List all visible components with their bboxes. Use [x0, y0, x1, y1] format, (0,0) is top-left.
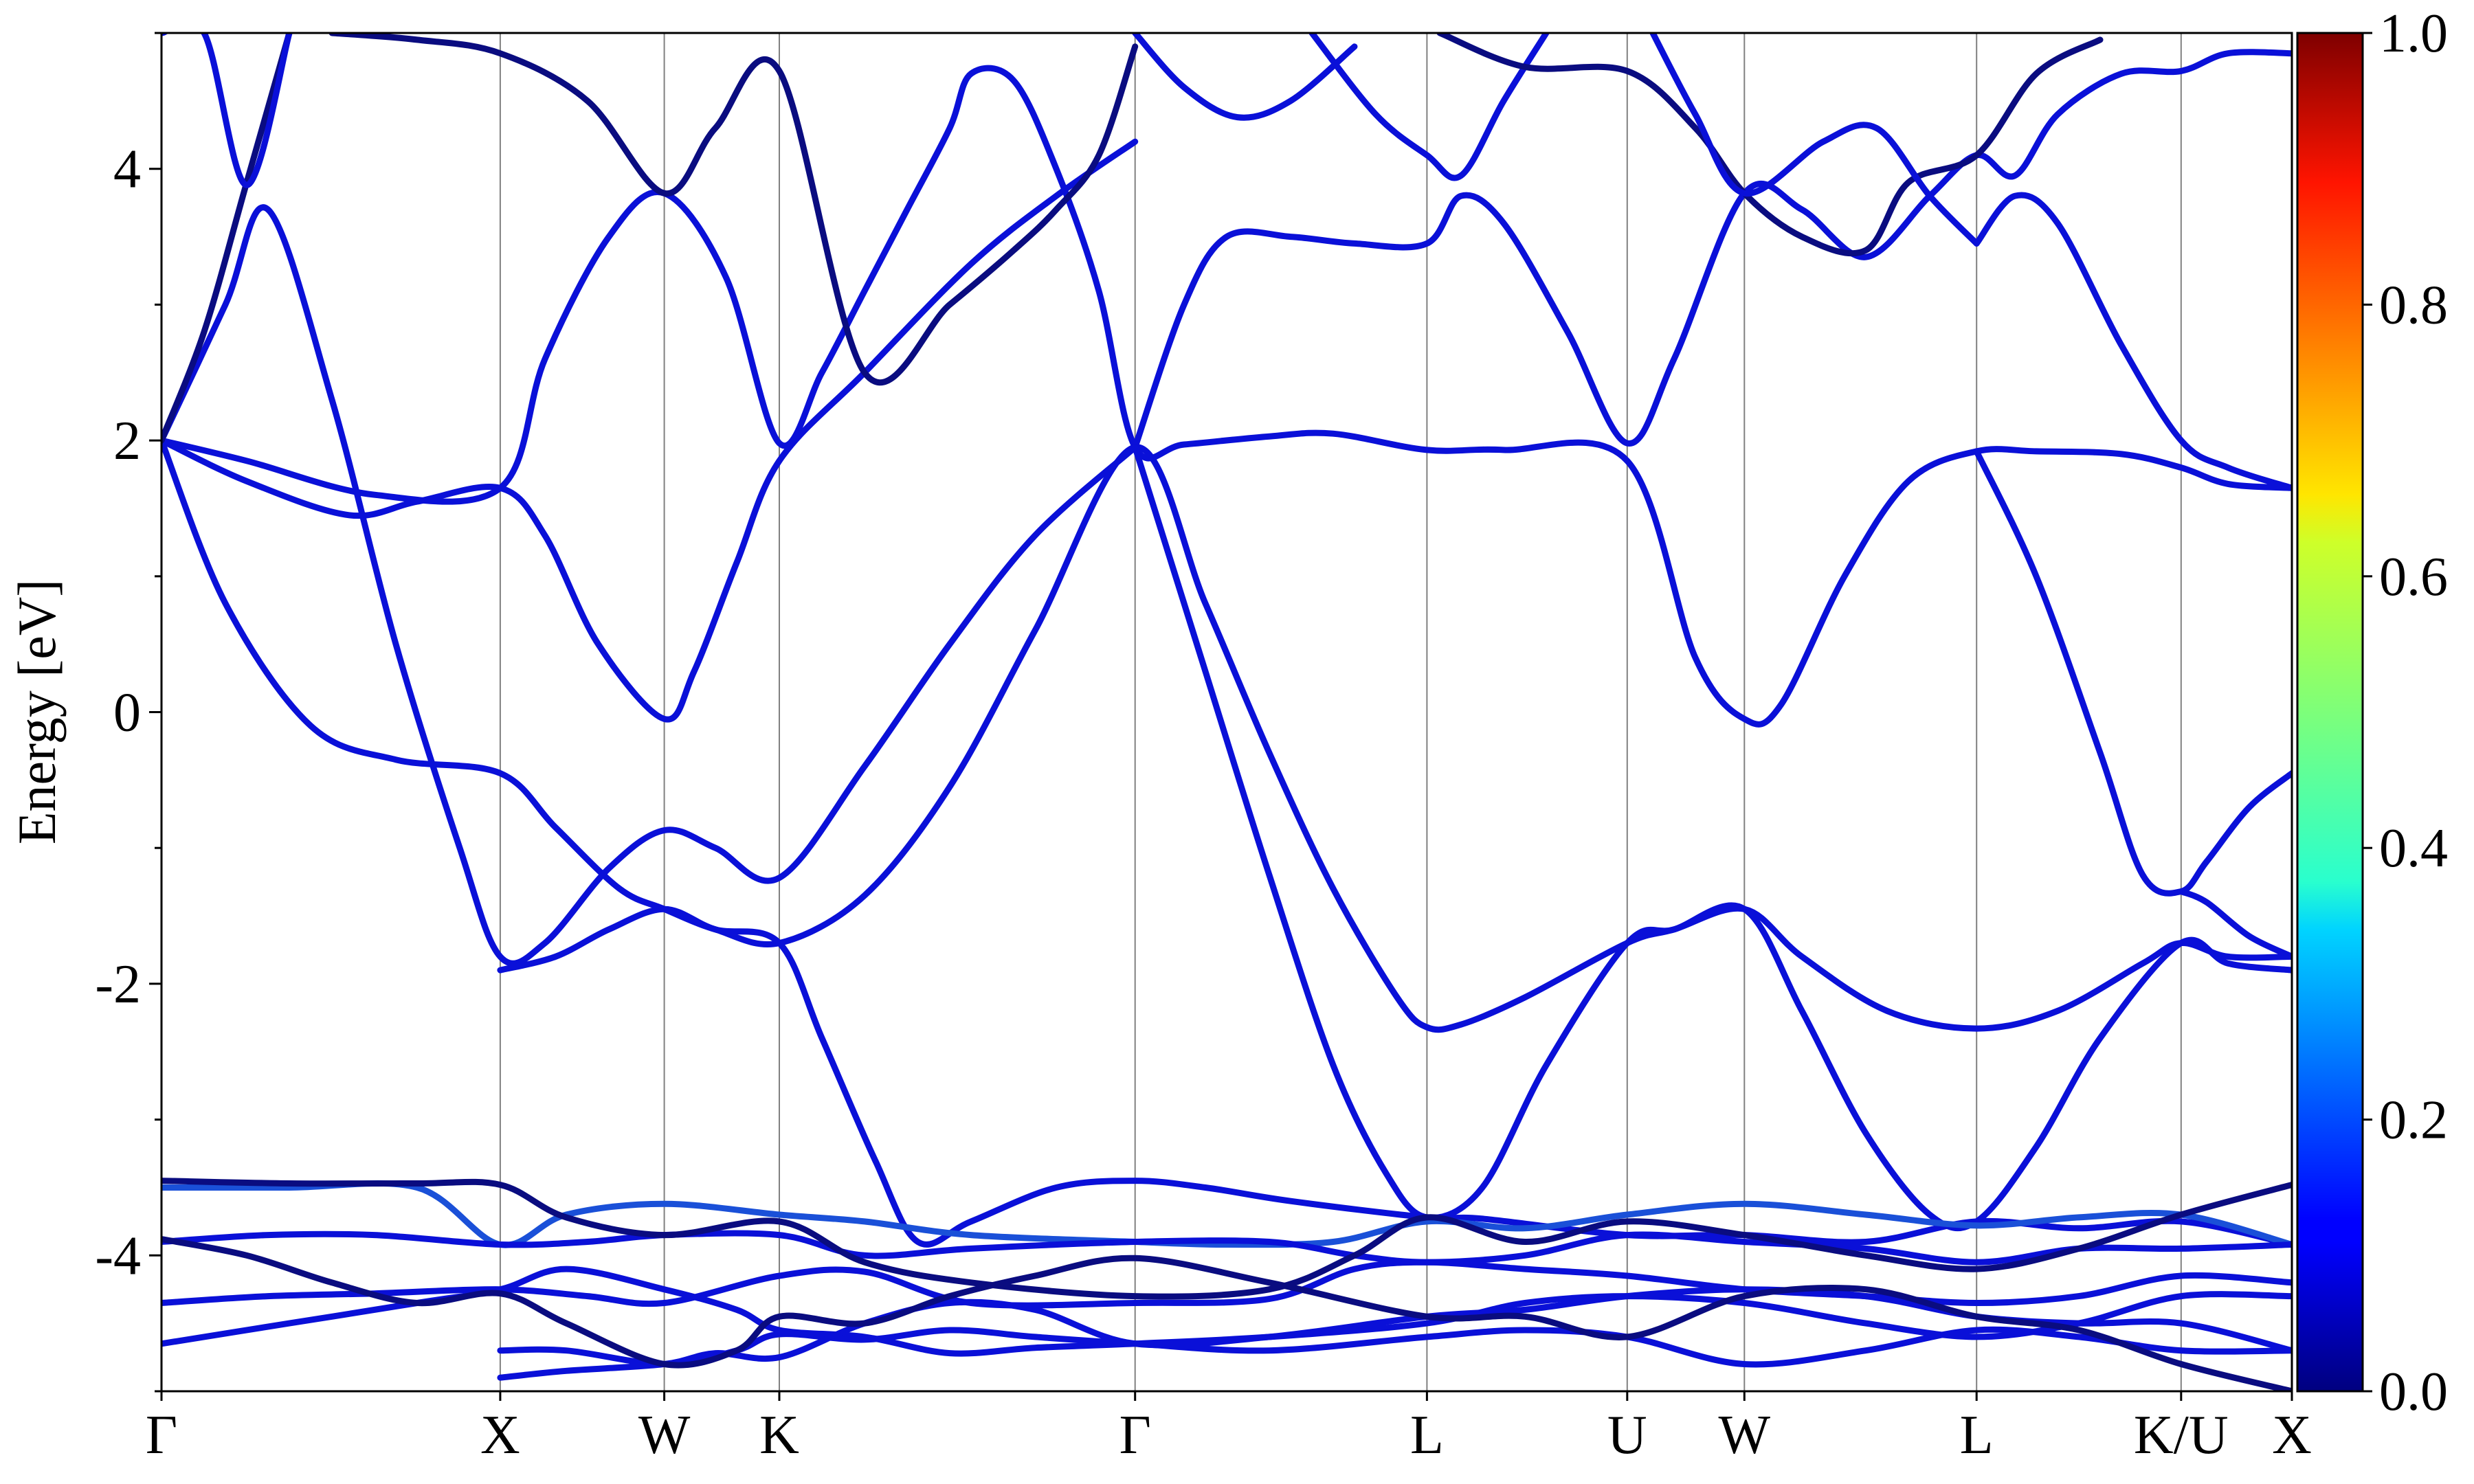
x-tick-label: Γ	[146, 1405, 177, 1465]
kpoint-separators	[499, 33, 2182, 1391]
y-tick-label: 2	[113, 411, 141, 471]
x-tick-label: X	[2272, 1405, 2312, 1465]
band-line	[1308, 33, 1550, 181]
band-line	[161, 138, 1139, 723]
colorbar-tick-label: 0.2	[2379, 1090, 2448, 1151]
colorbar-tick-label: 0.8	[2379, 275, 2448, 335]
band-line	[1973, 448, 2292, 897]
band-line	[497, 1326, 2292, 1368]
x-tick-label: Γ	[1119, 1405, 1151, 1465]
x-tick-label: X	[480, 1405, 520, 1465]
x-tick-label: U	[1607, 1405, 1647, 1465]
band-line	[161, 65, 2292, 728]
colorbar-axis: 0.0 0.2 0.4 0.6 0.8 1.0	[2363, 3, 2448, 1422]
y-tick-label: -4	[95, 1226, 141, 1286]
y-axis-label: Energy [eV]	[7, 579, 67, 844]
band-line	[1436, 33, 2104, 257]
band-line	[161, 33, 293, 444]
band-line	[2178, 888, 2292, 960]
colorbar-gradient	[2296, 32, 2364, 1393]
band-lines	[161, 33, 2292, 1391]
band-line	[1132, 49, 2292, 451]
x-tick-label: L	[1960, 1405, 1994, 1465]
colorbar-tick-label: 0.4	[2379, 818, 2448, 879]
x-tick-label: W	[1719, 1405, 1771, 1465]
y-tick-label: -2	[95, 954, 141, 1015]
band-line	[161, 1259, 2292, 1309]
band-line	[328, 33, 1139, 386]
colorbar-tick-label: 0.0	[2379, 1362, 2448, 1422]
x-tick-label: K	[759, 1405, 799, 1465]
band-line	[161, 1236, 2292, 1391]
band-line	[1973, 192, 2292, 491]
band-line	[497, 906, 2292, 1248]
colorbar-tick-label: 1.0	[2379, 3, 2448, 64]
band-line	[1132, 444, 2292, 1232]
band-line	[161, 437, 2292, 1033]
band-line	[1649, 33, 1980, 247]
colorbar-tick-label: 0.6	[2379, 547, 2448, 607]
x-tick-label: W	[638, 1405, 691, 1465]
x-axis: Γ X W K Γ L U W L K/U X	[146, 1391, 2312, 1465]
y-axis: 4 2 0 -2 -4	[95, 32, 161, 1393]
band-line	[161, 204, 1139, 967]
x-tick-label: K/U	[2134, 1405, 2229, 1465]
band-line	[161, 1230, 2292, 1266]
band-line	[1132, 33, 1358, 121]
y-tick-label: 4	[113, 139, 141, 200]
colorbar: 0.0 0.2 0.4 0.6 0.8 1.0	[2296, 3, 2448, 1422]
y-tick-label: 0	[113, 683, 141, 743]
band-line	[161, 33, 293, 188]
x-tick-label: L	[1410, 1405, 1444, 1465]
band-line	[161, 1178, 2292, 1300]
